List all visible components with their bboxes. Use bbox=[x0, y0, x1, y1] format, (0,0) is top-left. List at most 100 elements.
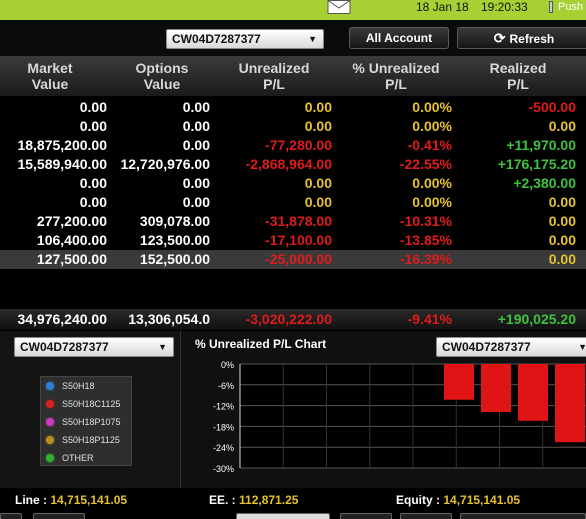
ee-summary: EE. : 112,871.25 bbox=[209, 488, 298, 512]
total-unrealized-pl: -3,020,222.00 bbox=[245, 311, 332, 327]
chart-account-select[interactable]: CW04D7287377 ▼ bbox=[436, 337, 586, 357]
unrealized-pl-cell: 0.00 bbox=[304, 99, 332, 115]
legend-item: S50H18P1075 bbox=[41, 413, 131, 431]
header-line: P/L bbox=[507, 76, 529, 92]
realized-pl-cell: 0.00 bbox=[548, 194, 576, 210]
chart-legend: S50H18 S50H18C1125 S50H18P1075 S50H18P11… bbox=[40, 376, 132, 466]
ee-label: EE. : bbox=[209, 493, 236, 507]
push-icon[interactable] bbox=[549, 1, 553, 13]
table-header: Market Value Options Value Unrealized P/… bbox=[0, 56, 586, 96]
header-line: Value bbox=[31, 76, 69, 92]
total-market-value: 34,976,240.00 bbox=[17, 311, 107, 327]
column-header-realized-pl[interactable]: Realized P/L bbox=[468, 60, 568, 92]
legend-dot-icon bbox=[46, 382, 54, 390]
realized-pl-cell: +11,970.00 bbox=[506, 137, 576, 153]
options-value-cell: 0.00 bbox=[182, 194, 210, 210]
table-row[interactable]: 0.00 0.00 0.00 0.00% -500.00 bbox=[0, 98, 586, 117]
realized-pl-cell: 0.00 bbox=[548, 118, 576, 134]
market-value-cell: 0.00 bbox=[79, 118, 107, 134]
market-value-cell: 0.00 bbox=[79, 99, 107, 115]
table-row[interactable]: 106,400.00 123,500.00 -17,100.00 -13.85%… bbox=[0, 231, 586, 250]
legend-label: S50H18P1125 bbox=[62, 435, 120, 445]
footer-tab[interactable] bbox=[33, 513, 85, 519]
legend-dot-icon bbox=[46, 400, 54, 408]
chevron-down-icon: ▼ bbox=[158, 342, 167, 352]
unrealized-pl-cell: -17,100.00 bbox=[265, 232, 332, 248]
legend-label: S50H18C1125 bbox=[62, 399, 121, 409]
pct-unrealized-pl-cell: 0.00% bbox=[412, 175, 452, 191]
chart-y-tick-label: -24% bbox=[213, 443, 234, 453]
legend-item: S50H18P1125 bbox=[41, 431, 131, 449]
footer-tab[interactable] bbox=[460, 513, 586, 519]
unrealized-pl-cell: -77,280.00 bbox=[265, 137, 332, 153]
chart-bar bbox=[555, 364, 585, 443]
line-value: 14,715,141.05 bbox=[50, 493, 128, 507]
footer-tab[interactable] bbox=[0, 513, 22, 519]
header-line: P/L bbox=[385, 76, 407, 92]
refresh-button[interactable]: ⟳ Refresh bbox=[457, 27, 586, 49]
account-select[interactable]: CW04D7287377 ▼ bbox=[166, 29, 324, 49]
chart-account-select-value: CW04D7287377 bbox=[442, 340, 531, 354]
table-row[interactable]: 127,500.00 152,500.00 -25,000.00 -16.39%… bbox=[0, 250, 586, 269]
header-line: Value bbox=[143, 76, 181, 92]
options-value-cell: 0.00 bbox=[182, 175, 210, 191]
refresh-label: Refresh bbox=[509, 32, 555, 46]
chart-title: % Unrealized P/L Chart bbox=[195, 337, 327, 351]
table-row[interactable]: 0.00 0.00 0.00 0.00% +2,380.00 bbox=[0, 174, 586, 193]
account-select-value: CW04D7287377 bbox=[172, 32, 261, 46]
account-summary-bar: Line : 14,715,141.05 EE. : 112,871.25 Eq… bbox=[0, 488, 586, 519]
total-options-value: 13,306,054.0 bbox=[128, 311, 210, 327]
current-time: 19:20:33 bbox=[481, 0, 528, 14]
footer-tab[interactable] bbox=[340, 513, 392, 519]
legend-item: OTHER bbox=[41, 449, 131, 467]
column-header-options-value[interactable]: Options Value bbox=[112, 60, 212, 92]
footer-tab[interactable] bbox=[400, 513, 452, 519]
options-value-cell: 123,500.00 bbox=[139, 232, 210, 248]
unrealized-pl-cell: -31,878.00 bbox=[265, 213, 332, 229]
chart-bar bbox=[481, 364, 511, 413]
column-header-market-value[interactable]: Market Value bbox=[0, 60, 100, 92]
table-row[interactable]: 277,200.00 309,078.00 -31,878.00 -10.31%… bbox=[0, 212, 586, 231]
pct-unrealized-pl-cell: 0.00% bbox=[412, 99, 452, 115]
equity-value: 14,715,141.05 bbox=[443, 493, 521, 507]
chevron-down-icon: ▼ bbox=[308, 34, 317, 44]
header-line: Unrealized bbox=[238, 60, 310, 76]
unrealized-pl-cell: -25,000.00 bbox=[265, 251, 332, 267]
table-row[interactable]: 0.00 0.00 0.00 0.00% 0.00 bbox=[0, 117, 586, 136]
column-header-pct-unrealized-pl[interactable]: % Unrealized P/L bbox=[340, 60, 452, 92]
current-date: 18 Jan 18 bbox=[416, 0, 469, 14]
header-line: Options bbox=[135, 60, 189, 76]
market-value-cell: 0.00 bbox=[79, 175, 107, 191]
push-label[interactable]: Push bbox=[558, 1, 584, 13]
pct-unrealized-pl-cell: 0.00% bbox=[412, 118, 452, 134]
realized-pl-cell: 0.00 bbox=[548, 213, 576, 229]
table-row[interactable]: 0.00 0.00 0.00 0.00% 0.00 bbox=[0, 193, 586, 212]
market-value-cell: 127,500.00 bbox=[36, 251, 107, 267]
header-line: % Unrealized bbox=[352, 60, 440, 76]
all-account-label: All Account bbox=[365, 31, 433, 45]
legend-label: S50H18 bbox=[62, 381, 95, 391]
all-account-button[interactable]: All Account bbox=[349, 27, 449, 49]
footer-tab[interactable] bbox=[236, 513, 330, 519]
header-line: Market bbox=[27, 60, 73, 76]
ee-value: 112,871.25 bbox=[239, 493, 299, 507]
table-row[interactable]: 15,589,940.00 12,720,976.00 -2,868,964.0… bbox=[0, 155, 586, 174]
total-realized-pl: +190,025.20 bbox=[497, 311, 576, 327]
chart-bar bbox=[444, 364, 474, 400]
mail-icon[interactable] bbox=[327, 0, 351, 15]
options-value-cell: 152,500.00 bbox=[139, 251, 210, 267]
legend-item: S50H18C1125 bbox=[41, 395, 131, 413]
legend-account-select[interactable]: CW04D7287377 ▼ bbox=[14, 337, 174, 357]
options-value-cell: 0.00 bbox=[182, 137, 210, 153]
column-header-unrealized-pl[interactable]: Unrealized P/L bbox=[224, 60, 324, 92]
lower-panel: CW04D7287377 ▼ S50H18 S50H18C1125 S50H18… bbox=[0, 331, 586, 488]
legend-item: S50H18 bbox=[41, 377, 131, 395]
table-row[interactable]: 18,875,200.00 0.00 -77,280.00 -0.41% +11… bbox=[0, 136, 586, 155]
market-value-cell: 277,200.00 bbox=[36, 213, 107, 229]
totals-row: 34,976,240.00 13,306,054.0 -3,020,222.00… bbox=[0, 309, 586, 330]
chart-y-tick-label: 0% bbox=[221, 360, 234, 370]
options-value-cell: 0.00 bbox=[182, 118, 210, 134]
pct-unrealized-pl-cell: -22.55% bbox=[399, 156, 452, 172]
chart-y-tick-label: -12% bbox=[213, 402, 234, 412]
realized-pl-cell: +176,175.20 bbox=[497, 156, 576, 172]
